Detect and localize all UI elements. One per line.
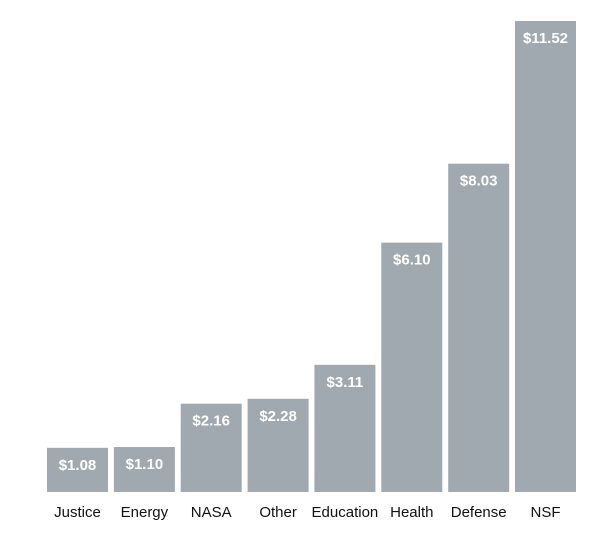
x-tick-label-health: Health [390, 504, 433, 521]
value-label-nsf: $11.52 [523, 30, 568, 47]
x-tick-label-other: Other [259, 504, 297, 521]
bar-energy [113, 447, 175, 492]
x-tick-label-education: Education [312, 504, 379, 521]
value-labels-group: $1.08 $1.10 $2.16 $2.28 $3.11 $6.10 $8.03 $11.5… [59, 30, 568, 474]
bar-other [247, 398, 309, 492]
x-tick-label-energy: Energy [121, 504, 169, 521]
value-label-justice: $1.08 [59, 457, 97, 474]
bar-justice [47, 447, 108, 492]
bar-nasa [180, 403, 242, 492]
value-label-health: $6.10 [393, 252, 431, 269]
x-tick-labels-group: Justice Energy NASA Other Education Health Def… [54, 504, 560, 521]
bar-health [381, 242, 443, 492]
value-label-nasa: $2.16 [192, 413, 230, 430]
x-tick-label-nasa: NASA [191, 504, 232, 521]
value-label-other: $2.28 [259, 408, 297, 425]
bar-education [314, 364, 376, 492]
bars-group [47, 21, 576, 492]
x-tick-label-justice: Justice [54, 504, 101, 521]
x-tick-label-defense: Defense [451, 504, 507, 521]
value-label-education: $3.11 [327, 374, 364, 391]
bar-defense [448, 163, 510, 492]
value-label-energy: $1.10 [126, 456, 164, 473]
bar-nsf [515, 21, 576, 492]
x-tick-label-nsf: NSF [531, 504, 561, 521]
value-label-defense: $8.03 [460, 173, 498, 190]
